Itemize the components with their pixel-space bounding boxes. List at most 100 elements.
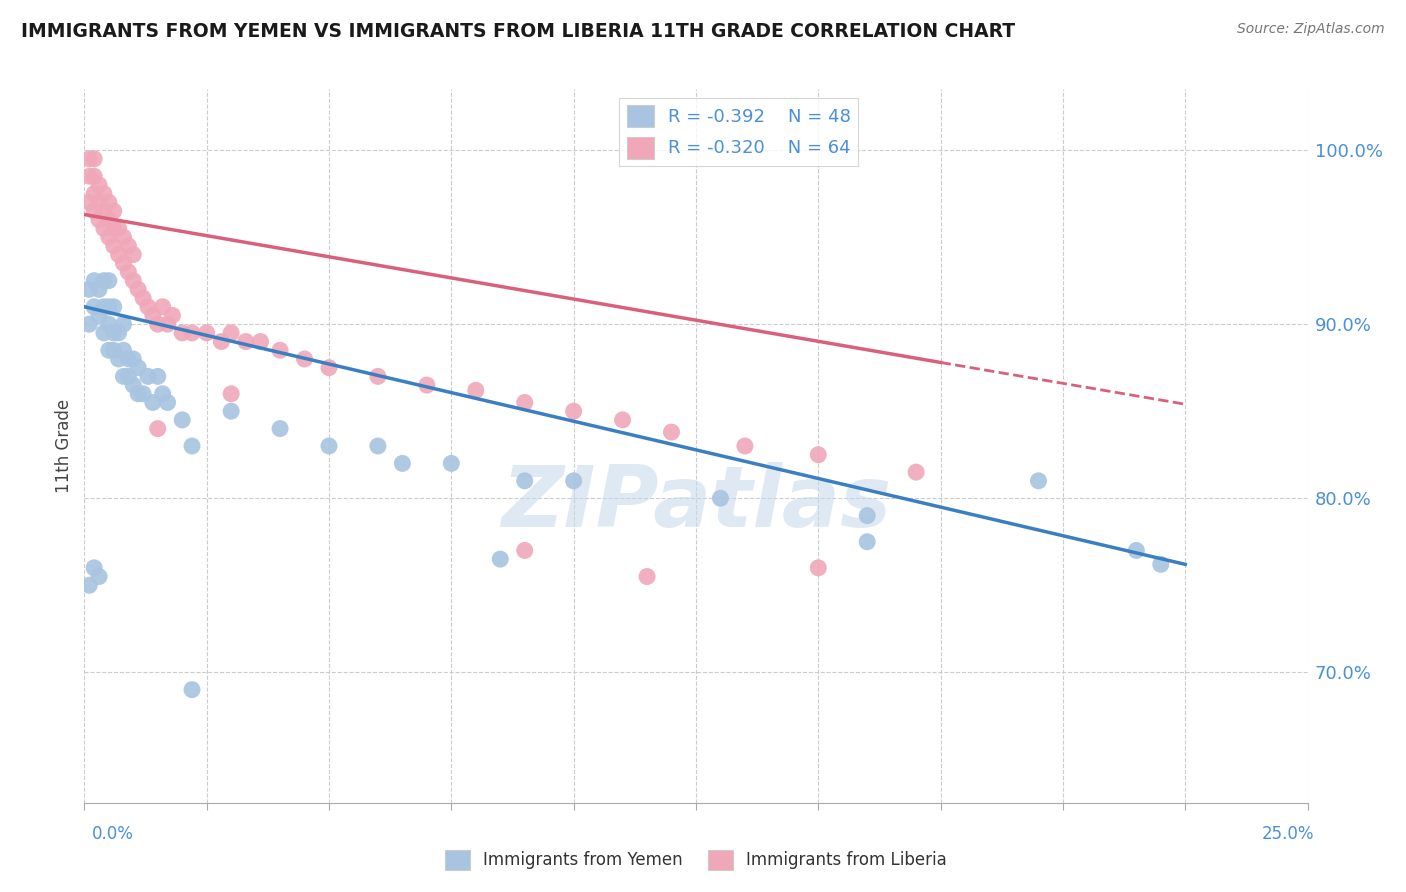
Point	[97, 300, 120, 314]
Point	[269, 421, 291, 435]
Point	[83, 169, 105, 184]
Point	[209, 334, 232, 349]
Point	[93, 204, 115, 219]
Point	[219, 404, 242, 418]
Point	[235, 334, 257, 349]
Point	[93, 300, 115, 314]
Point	[87, 282, 110, 296]
Text: 0.0%: 0.0%	[91, 825, 134, 843]
Point	[440, 457, 463, 471]
Point	[195, 326, 218, 340]
Point	[103, 300, 125, 314]
Point	[146, 421, 169, 435]
Point	[513, 543, 536, 558]
Point	[856, 534, 879, 549]
Point	[513, 395, 536, 409]
Point	[93, 274, 115, 288]
Point	[112, 230, 135, 244]
Point	[142, 309, 165, 323]
Point	[83, 561, 105, 575]
Point	[117, 351, 139, 366]
Point	[269, 343, 291, 358]
Point	[172, 413, 194, 427]
Point	[77, 578, 100, 592]
Point	[181, 439, 204, 453]
Point	[562, 404, 585, 418]
Point	[107, 221, 129, 235]
Point	[103, 239, 125, 253]
Point	[77, 317, 100, 331]
Point	[807, 448, 830, 462]
Point	[87, 195, 110, 210]
Point	[122, 378, 145, 392]
Point	[318, 439, 340, 453]
Text: ZIPatlas: ZIPatlas	[501, 461, 891, 545]
Point	[112, 317, 135, 331]
Point	[117, 369, 139, 384]
Point	[142, 395, 165, 409]
Point	[97, 230, 120, 244]
Point	[97, 212, 120, 227]
Point	[1150, 558, 1173, 572]
Point	[77, 195, 100, 210]
Point	[107, 326, 129, 340]
Point	[87, 178, 110, 192]
Point	[1028, 474, 1050, 488]
Point	[87, 309, 110, 323]
Point	[93, 326, 115, 340]
Point	[77, 282, 100, 296]
Point	[127, 386, 149, 401]
Point	[97, 195, 120, 210]
Point	[562, 474, 585, 488]
Point	[107, 247, 129, 261]
Y-axis label: 11th Grade: 11th Grade	[55, 399, 73, 493]
Text: Source: ZipAtlas.com: Source: ZipAtlas.com	[1237, 22, 1385, 37]
Text: 25.0%: 25.0%	[1263, 825, 1315, 843]
Point	[294, 351, 316, 366]
Point	[97, 317, 120, 331]
Point	[146, 317, 169, 331]
Point	[905, 465, 928, 479]
Point	[219, 326, 242, 340]
Point	[132, 386, 155, 401]
Point	[93, 221, 115, 235]
Point	[117, 239, 139, 253]
Point	[146, 369, 169, 384]
Point	[83, 274, 105, 288]
Point	[103, 204, 125, 219]
Point	[93, 186, 115, 201]
Point	[249, 334, 271, 349]
Point	[112, 343, 135, 358]
Point	[172, 326, 194, 340]
Point	[489, 552, 512, 566]
Point	[367, 369, 389, 384]
Point	[77, 152, 100, 166]
Point	[107, 351, 129, 366]
Point	[103, 343, 125, 358]
Point	[122, 274, 145, 288]
Point	[709, 491, 731, 506]
Point	[807, 561, 830, 575]
Point	[132, 291, 155, 305]
Point	[97, 343, 120, 358]
Point	[181, 682, 204, 697]
Point	[416, 378, 439, 392]
Point	[77, 169, 100, 184]
Point	[661, 425, 683, 439]
Point	[122, 247, 145, 261]
Point	[152, 300, 174, 314]
Point	[97, 274, 120, 288]
Point	[127, 282, 149, 296]
Point	[734, 439, 756, 453]
Point	[122, 351, 145, 366]
Point	[219, 386, 242, 401]
Point	[136, 300, 159, 314]
Point	[464, 384, 486, 398]
Point	[612, 413, 634, 427]
Point	[103, 221, 125, 235]
Point	[636, 569, 658, 583]
Point	[127, 360, 149, 375]
Point	[152, 386, 174, 401]
Point	[513, 474, 536, 488]
Point	[83, 300, 105, 314]
